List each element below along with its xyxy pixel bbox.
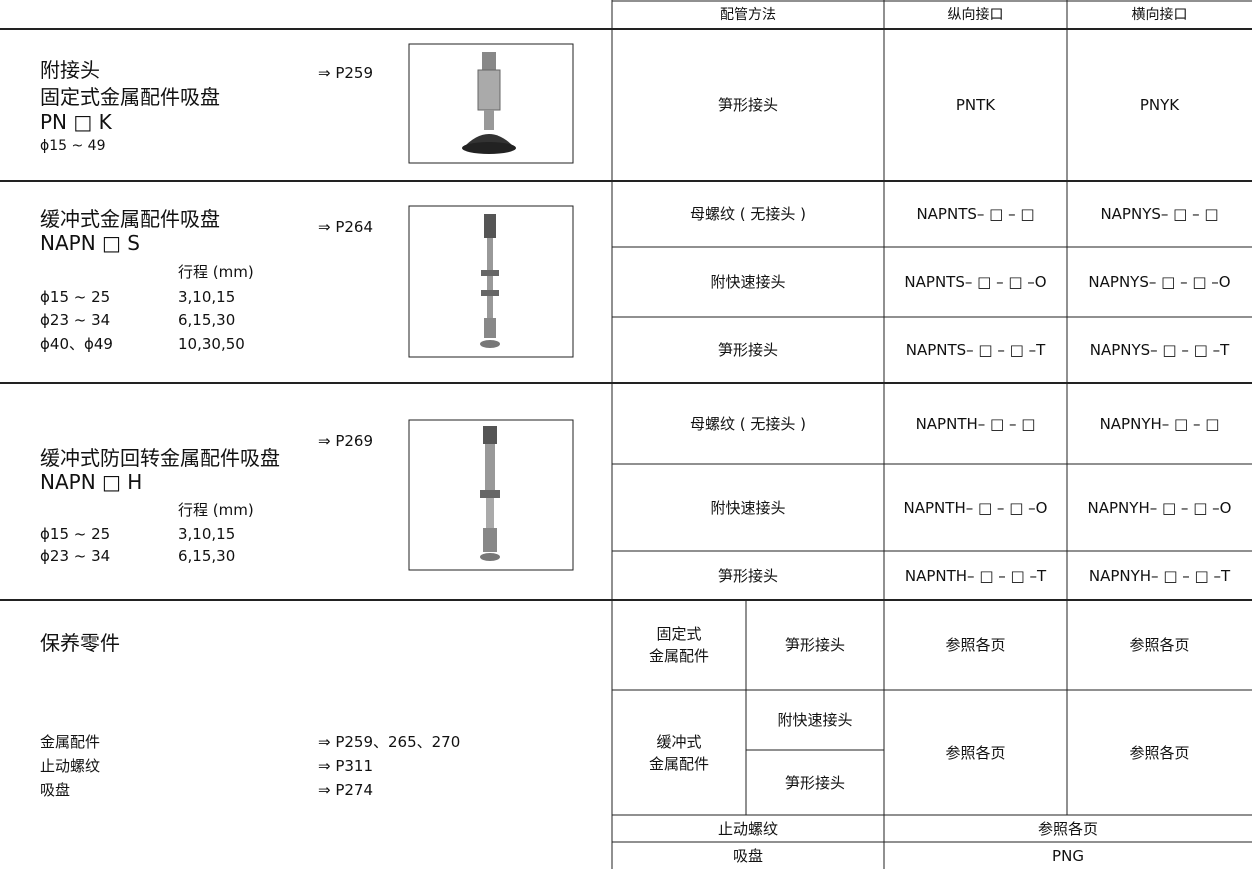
part-label: 吸盘 (732, 846, 763, 865)
vertical-port: NAPNTS– □ – □ –O (904, 273, 1047, 291)
page-ref: ⇒ P274 (318, 781, 374, 799)
section-title: 附接头 (40, 58, 100, 82)
part-name: 止动螺纹 (40, 757, 101, 775)
part-name: 吸盘 (40, 781, 71, 799)
connector: 笋形接头 (784, 636, 845, 654)
horizontal-port: NAPNYH– □ – □ (1099, 414, 1220, 433)
piping-method: 附快速接头 (710, 273, 786, 291)
section-title: 缓冲式防回转金属配件吸盘 (40, 446, 280, 470)
page-ref: ⇒ P264 (318, 218, 374, 236)
stroke-size: ϕ15 ~ 25 (40, 525, 111, 543)
section-title: 固定式金属配件吸盘 (40, 85, 220, 109)
column-header: 配管方法 (720, 7, 776, 23)
column-header: 纵向接口 (947, 7, 1004, 23)
page-ref: ⇒ P269 (318, 432, 374, 450)
piping-method: 母螺纹 ( 无接头 ) (689, 205, 806, 223)
horizontal-port: 参照各页 (1129, 636, 1190, 654)
part-value: PNG (1052, 846, 1084, 865)
piping-method: 笋形接头 (717, 566, 778, 585)
fitting-type: 固定式 金属配件 (612, 600, 746, 690)
stroke-header: 行程 (mm) (178, 501, 254, 519)
vertical-port: NAPNTS– □ – □ –T (905, 341, 1046, 359)
fitting-type-line: 缓冲式 (656, 732, 702, 751)
stroke-size: ϕ15 ~ 25 (40, 288, 111, 306)
stroke-values: 3,10,15 (178, 288, 236, 306)
vertical-port: 参照各页 (945, 743, 1006, 762)
horizontal-port: 参照各页 (1129, 743, 1190, 762)
product-image-2 (408, 205, 574, 358)
connector: 笋形接头 (784, 773, 845, 792)
part-name: 金属配件 (40, 733, 101, 751)
vertical-port: NAPNTH– □ – □ (915, 414, 1036, 433)
piping-method: 笋形接头 (717, 341, 778, 359)
model-code: NAPN □ S (40, 231, 140, 255)
stroke-values: 3,10,15 (178, 525, 236, 543)
stroke-size: ϕ23 ~ 34 (40, 547, 111, 565)
model-code: PN □ K (40, 110, 112, 134)
horizontal-port: NAPNYS– □ – □ –T (1089, 341, 1230, 359)
part-value: 参照各页 (1037, 819, 1098, 838)
fitting-type-line: 固定式 (656, 625, 702, 643)
section-title: 缓冲式金属配件吸盘 (40, 207, 220, 231)
vertical-port: NAPNTH– □ – □ –T (904, 566, 1047, 585)
column-header: 横向接口 (1131, 7, 1188, 23)
stroke-values: 10,30,50 (178, 335, 245, 353)
piping-method: 附快速接头 (710, 498, 786, 517)
connector: 附快速接头 (777, 711, 853, 729)
stroke-size: ϕ23 ~ 34 (40, 311, 111, 329)
horizontal-port: NAPNYS– □ – □ (1100, 205, 1219, 223)
page-ref: ⇒ P259、265、270 (318, 733, 461, 751)
horizontal-port: NAPNYH– □ – □ –O (1087, 498, 1232, 517)
fitting-type: 缓冲式 金属配件 (612, 690, 746, 815)
fitting-type-line: 金属配件 (648, 647, 709, 665)
stroke-values: 6,15,30 (178, 547, 236, 565)
stroke-size: ϕ40、ϕ49 (40, 335, 113, 353)
vertical-port: NAPNTS– □ – □ (916, 205, 1035, 223)
horizontal-port: PNYK (1139, 96, 1180, 114)
part-label: 止动螺纹 (717, 819, 778, 838)
page-ref: ⇒ P311 (318, 757, 374, 775)
product-image-1 (408, 43, 574, 164)
vertical-port: NAPNTH– □ – □ –O (903, 498, 1048, 517)
fitting-type-line: 金属配件 (648, 754, 709, 773)
stroke-values: 6,15,30 (178, 311, 236, 329)
piping-method: 母螺纹 ( 无接头 ) (689, 414, 806, 433)
horizontal-port: NAPNYS– □ – □ –O (1088, 273, 1231, 291)
product-image-3 (408, 419, 574, 571)
vertical-port: PNTK (955, 96, 996, 114)
vertical-port: 参照各页 (945, 636, 1006, 654)
size-range: ϕ15 ~ 49 (40, 138, 106, 154)
horizontal-port: NAPNYH– □ – □ –T (1088, 566, 1231, 585)
section-title: 保养零件 (40, 631, 120, 655)
page-ref: ⇒ P259 (318, 64, 374, 82)
stroke-header: 行程 (mm) (178, 263, 254, 281)
model-code: NAPN □ H (40, 470, 143, 494)
piping-method: 笋形接头 (717, 96, 778, 114)
